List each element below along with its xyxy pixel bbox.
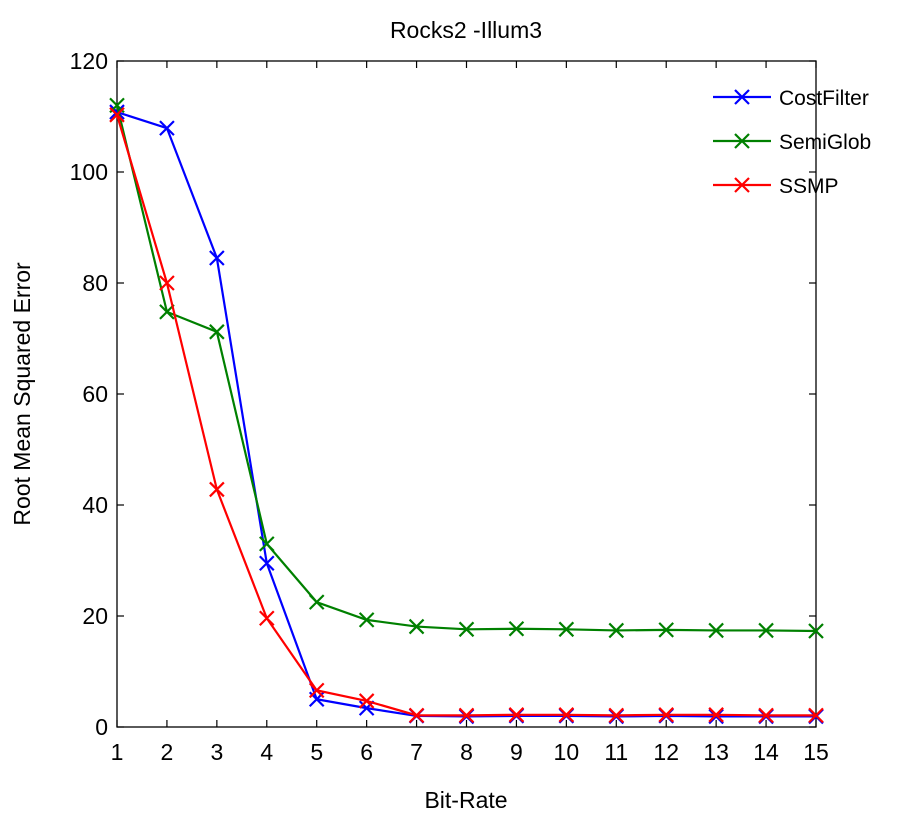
data-point-marker (808, 707, 824, 724)
data-point-marker (209, 481, 225, 498)
series-layer (109, 97, 824, 725)
data-point-marker (508, 620, 525, 637)
data-point-marker (259, 555, 275, 572)
data-point-marker (458, 621, 475, 638)
data-point-marker (658, 622, 674, 638)
legend-marker (734, 177, 750, 193)
data-point-marker (558, 621, 575, 638)
data-point-marker (308, 682, 325, 699)
legend: CostFilter SemiGlob SSMP (713, 87, 871, 198)
data-point-marker (358, 693, 375, 709)
y-tick-label: 60 (82, 381, 108, 407)
x-tick-label: 3 (210, 739, 223, 765)
legend-label: CostFilter (779, 87, 869, 110)
data-point-marker (259, 536, 275, 552)
x-tick-label: 10 (554, 739, 580, 765)
data-point-marker (608, 622, 625, 639)
legend-marker (734, 133, 750, 149)
legend-item: CostFilter (713, 87, 869, 110)
data-point-marker (408, 618, 425, 635)
y-tick-label: 40 (82, 492, 108, 518)
data-point-marker (558, 707, 575, 723)
x-tick-label: 11 (604, 739, 628, 765)
data-point-marker (758, 622, 774, 639)
legend-marker (734, 89, 750, 105)
data-point-marker (708, 708, 724, 725)
data-point-marker (458, 707, 475, 724)
x-tick-label: 5 (310, 739, 323, 765)
data-point-marker (209, 324, 225, 340)
data-point-marker (109, 107, 125, 123)
legend-item: SemiGlob (713, 131, 871, 154)
data-point-marker (259, 610, 275, 626)
chart-title: Rocks2 -Illum3 (390, 17, 542, 43)
data-point-marker (608, 707, 625, 724)
x-axis: 1 2 3 4 5 6 7 8 9 10 11 12 13 14 15 (111, 61, 829, 765)
y-tick-label: 120 (70, 48, 108, 74)
x-tick-label: 8 (460, 739, 473, 765)
x-tick-label: 14 (753, 739, 779, 765)
data-point-marker (658, 707, 674, 723)
data-point-marker (209, 250, 225, 266)
x-tick-label: 1 (111, 739, 124, 765)
x-axis-label: Bit-Rate (424, 787, 507, 813)
x-tick-label: 6 (360, 739, 373, 765)
y-axis: 0 20 40 60 80 100 120 (70, 48, 816, 740)
legend-item: SSMP (713, 175, 839, 198)
data-point-marker (159, 120, 175, 136)
data-point-marker (358, 700, 375, 716)
series-ssmp (109, 107, 824, 724)
data-point-marker (159, 275, 175, 291)
x-tick-label: 4 (260, 739, 273, 765)
y-tick-label: 20 (82, 603, 108, 629)
legend-label: SSMP (779, 175, 839, 198)
data-point-marker (408, 707, 425, 724)
x-tick-label: 9 (510, 739, 523, 765)
y-tick-label: 80 (82, 270, 108, 296)
y-tick-label: 100 (70, 159, 108, 185)
x-tick-label: 15 (803, 739, 829, 765)
data-point-marker (508, 707, 525, 723)
data-point-marker (758, 707, 774, 724)
data-point-marker (708, 622, 724, 639)
data-point-marker (708, 707, 724, 723)
data-point-marker (358, 612, 375, 628)
y-tick-label: 0 (95, 714, 108, 740)
series-semiglob (109, 97, 824, 639)
data-point-marker (308, 594, 325, 610)
data-point-marker (808, 623, 824, 639)
y-axis-label: Root Mean Squared Error (9, 262, 35, 526)
x-tick-label: 7 (410, 739, 423, 765)
plot-area (116, 60, 817, 728)
legend-label: SemiGlob (779, 131, 871, 154)
data-point-marker (159, 304, 175, 320)
x-tick-label: 2 (161, 739, 174, 765)
x-tick-label: 13 (703, 739, 729, 765)
data-point-marker (109, 104, 125, 120)
x-tick-label: 12 (653, 739, 679, 765)
